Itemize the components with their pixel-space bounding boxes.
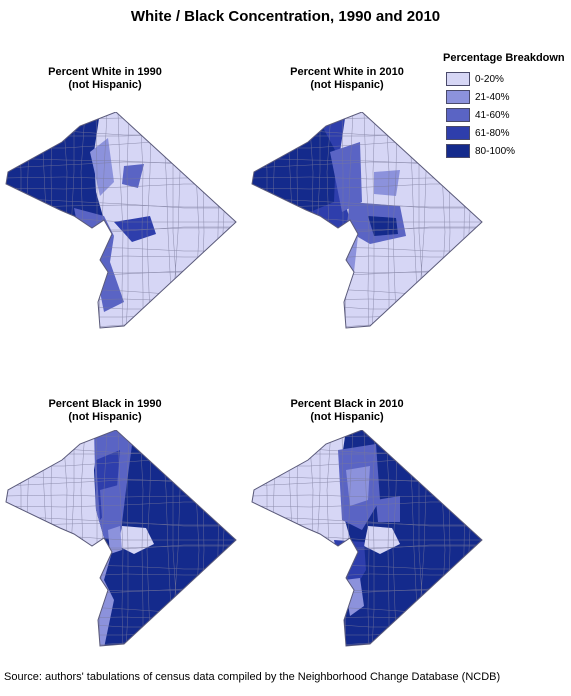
map-white-1990 <box>5 112 237 329</box>
map-black-1990 <box>5 430 237 647</box>
panel-title-black-1990: Percent Black in 1990 (not Hispanic) <box>20 398 190 424</box>
panel-title-line2: (not Hispanic) <box>68 79 142 91</box>
legend-title: Percentage Breakdown <box>443 52 565 64</box>
legend-swatch <box>446 126 470 140</box>
legend-label: 61-80% <box>475 127 510 139</box>
map-region <box>252 430 350 546</box>
panel-title-line2: (not Hispanic) <box>68 411 142 423</box>
map-region <box>346 466 370 506</box>
map-region <box>330 142 362 212</box>
panel-title-line1: Percent Black in 2010 <box>290 398 404 410</box>
legend-item: 61-80% <box>443 124 571 142</box>
legend-swatch <box>446 108 470 122</box>
legend-label: 0-20% <box>475 73 504 85</box>
map-region <box>90 138 114 196</box>
map-region <box>108 526 122 554</box>
legend-item: 0-20% <box>443 70 571 88</box>
map-region <box>376 496 400 522</box>
legend-label: 21-40% <box>475 91 510 103</box>
figure-title: White / Black Concentration, 1990 and 20… <box>130 8 441 25</box>
map-region <box>114 216 156 242</box>
legend: Percentage Breakdown 0-20% 21-40% 41-60%… <box>443 52 571 160</box>
map-region <box>100 484 122 518</box>
panel-title-white-2010: Percent White in 2010 (not Hispanic) <box>262 66 432 92</box>
panel-title-line1: Percent White in 2010 <box>290 66 404 78</box>
legend-label: 80-100% <box>475 145 516 157</box>
legend-swatch <box>446 90 470 104</box>
map-region <box>122 164 144 188</box>
map-region <box>374 170 400 196</box>
legend-swatch <box>446 144 470 158</box>
panel-title-line1: Percent White in 1990 <box>48 66 162 78</box>
panel-title-white-1990: Percent White in 1990 (not Hispanic) <box>20 66 190 92</box>
map-white-2010 <box>251 112 483 329</box>
map-region <box>368 216 398 236</box>
source-note: Source: authors' tabulations of census d… <box>4 671 501 683</box>
legend-label: 41-60% <box>475 109 510 121</box>
legend-swatch <box>446 72 470 86</box>
legend-item: 21-40% <box>443 88 571 106</box>
legend-item: 41-60% <box>443 106 571 124</box>
map-region <box>96 236 124 312</box>
map-region <box>6 430 104 546</box>
panel-title-line2: (not Hispanic) <box>310 79 384 91</box>
panel-title-black-2010: Percent Black in 2010 (not Hispanic) <box>262 398 432 424</box>
map-black-2010 <box>251 430 483 647</box>
map-region <box>6 112 104 228</box>
legend-item: 80-100% <box>443 142 571 160</box>
panel-title-line1: Percent Black in 1990 <box>48 398 162 410</box>
panel-title-line2: (not Hispanic) <box>310 411 384 423</box>
